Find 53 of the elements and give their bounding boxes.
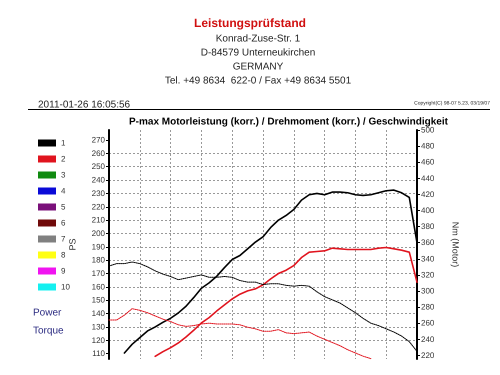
y2-tick-label: 380 xyxy=(421,222,435,232)
y2-tick-label: 400 xyxy=(421,206,435,215)
y-tick-label: 140 xyxy=(92,309,106,318)
y2-axis-title: Nm (Motor) xyxy=(450,222,460,268)
chart-title: Leistungsprüfstand xyxy=(194,16,306,30)
legend-label: 10 xyxy=(61,282,70,292)
y-tick-label: 230 xyxy=(92,188,106,198)
text: GERMANY xyxy=(232,62,284,72)
legend-label: 3 xyxy=(61,170,66,180)
y2-tick-label: 440 xyxy=(421,174,435,183)
legend-label: 1 xyxy=(61,138,66,148)
y2-tick-label: 340 xyxy=(421,254,435,264)
y-tick-label: 190 xyxy=(92,242,106,252)
y-tick-label: 160 xyxy=(92,282,106,292)
y-tick-label: 180 xyxy=(92,256,106,265)
y2-tick-label: 460 xyxy=(421,158,435,167)
legend-label: 5 xyxy=(61,202,66,212)
y-tick-label: 240 xyxy=(92,176,106,185)
legend-label: 7 xyxy=(61,234,66,244)
y2-tick-label: 500 xyxy=(421,126,435,134)
y-tick-label: 200 xyxy=(92,228,106,238)
y2-tick-label: 360 xyxy=(421,238,435,248)
y-tick-label: 170 xyxy=(92,269,106,278)
y2-tick-label: 480 xyxy=(421,142,435,151)
y2-tick-label: 280 xyxy=(421,302,435,312)
text: Konrad-Zuse-Str. 1 xyxy=(216,34,301,44)
y2-tick-label: 320 xyxy=(421,270,435,280)
y2-tick-label: 240 xyxy=(421,334,435,344)
text: Tel. +49 8634 622-0 / Fax +49 8634 5501 xyxy=(164,76,352,86)
legend-label: 8 xyxy=(61,250,66,260)
y-tick-label: 260 xyxy=(92,148,106,158)
y-tick-label: 130 xyxy=(92,322,106,332)
y2-tick-label: 260 xyxy=(421,318,435,328)
y-tick-label: 210 xyxy=(92,216,106,225)
y-tick-label: 110 xyxy=(92,349,106,358)
text: Power xyxy=(33,308,62,318)
y-axis-title: PS xyxy=(68,238,78,251)
text: Torque xyxy=(33,326,64,336)
y-tick-label: 250 xyxy=(92,162,106,172)
y2-tick-label: 220 xyxy=(421,350,435,360)
y-tick-label: 220 xyxy=(92,202,106,212)
y2-tick-label: 420 xyxy=(421,190,435,199)
y-tick-label: 270 xyxy=(92,136,106,145)
legend-label: 4 xyxy=(61,186,66,196)
legend-label: 2 xyxy=(61,154,66,164)
text: D-84579 Unterneukirchen xyxy=(200,48,316,58)
y-tick-label: 150 xyxy=(92,296,106,305)
y2-tick-label: 300 xyxy=(421,286,435,296)
legend-label: 6 xyxy=(61,218,66,228)
legend-label: 9 xyxy=(61,266,66,276)
text: 2011-01-26 16:05:56 xyxy=(38,100,131,110)
chart-subtitle: P-max Motorleistung (korr.) / Drehmoment (korr.) / Geschwindigkeit xyxy=(129,116,449,128)
y-tick-label: 120 xyxy=(92,336,106,345)
